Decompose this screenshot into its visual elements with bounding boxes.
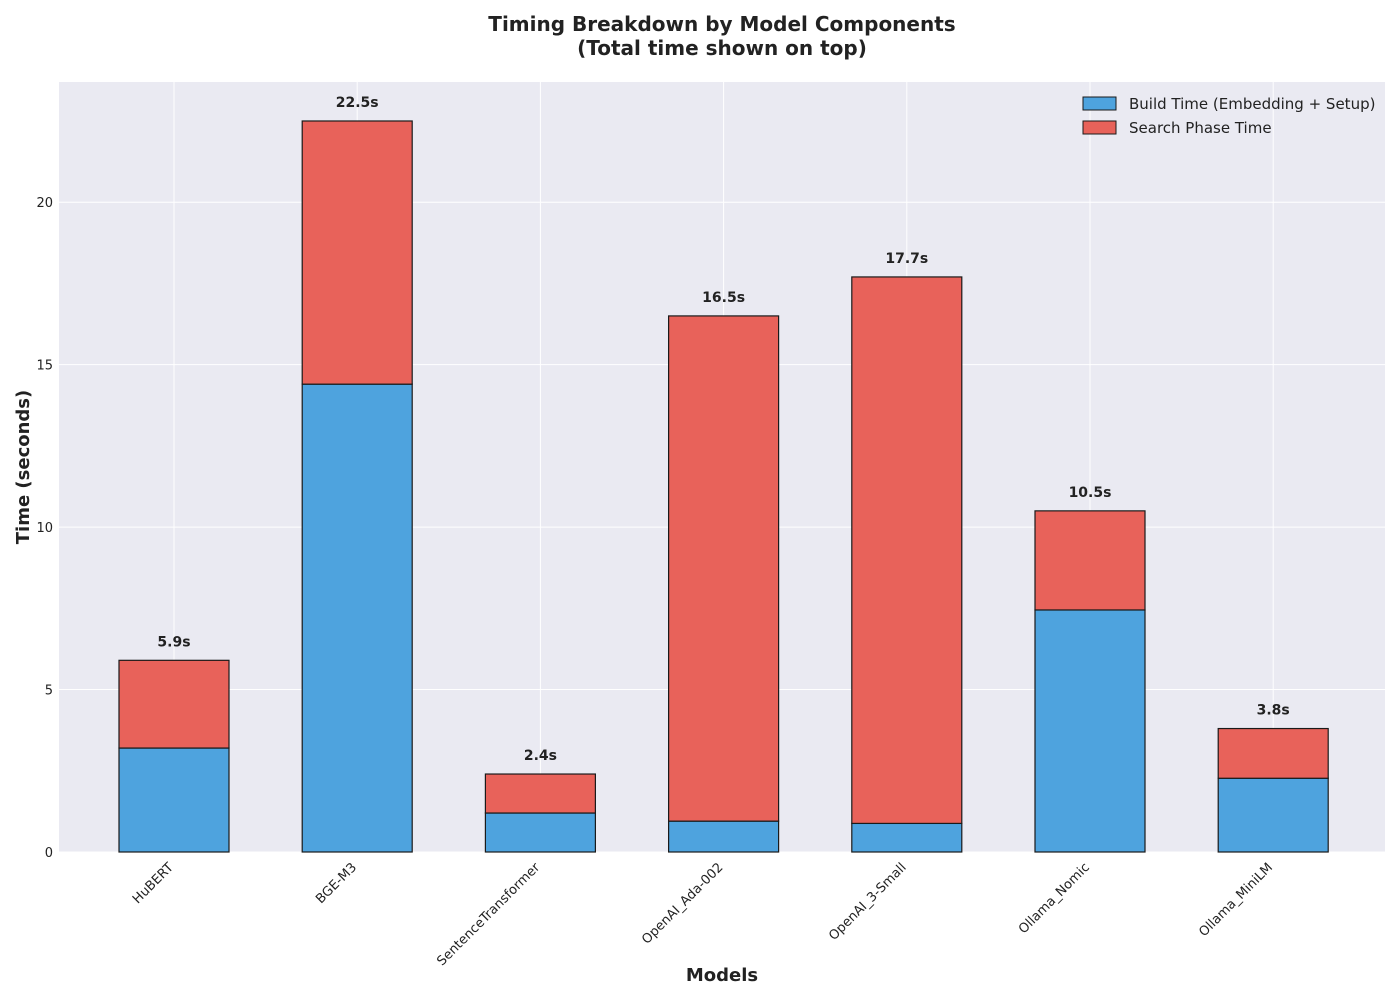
y-tick-label: 5 xyxy=(45,684,53,699)
chart-title-line2: (Total time shown on top) xyxy=(577,36,867,60)
total-label: 2.4s xyxy=(524,748,557,764)
y-tick-label: 10 xyxy=(36,521,53,536)
bar-build-time xyxy=(851,822,963,853)
total-label: 5.9s xyxy=(157,634,190,650)
x-tick-label: OpenAI_3-Small xyxy=(826,860,909,943)
total-label: 22.5s xyxy=(336,95,379,111)
bar-search-time xyxy=(118,659,230,749)
bar-search-time xyxy=(1217,727,1329,779)
y-tick-labels: 0 5 10 15 20 xyxy=(36,196,53,861)
x-tick-label: Ollama_Nomic xyxy=(1016,860,1093,937)
bar-build-time xyxy=(1034,609,1146,853)
y-tick-label: 20 xyxy=(36,196,53,211)
bar-build-time xyxy=(1217,777,1329,853)
bar-search-time xyxy=(301,120,413,385)
bar-search-time xyxy=(851,276,963,825)
x-tick-label: OpenAI_Ada-002 xyxy=(639,860,726,947)
total-label: 10.5s xyxy=(1069,485,1112,501)
bar-search-time xyxy=(1034,510,1146,611)
x-tick-label: HuBERT xyxy=(130,860,177,907)
legend-label-search: Search Phase Time xyxy=(1129,119,1272,137)
legend: Build Time (Embedding + Setup) Search Pha… xyxy=(1082,95,1375,137)
total-label: 17.7s xyxy=(885,251,928,267)
y-tick-label: 0 xyxy=(45,846,53,861)
x-tick-label: SentenceTransformer xyxy=(434,860,543,969)
legend-label-build: Build Time (Embedding + Setup) xyxy=(1129,95,1375,113)
bar-build-time xyxy=(484,812,596,853)
legend-swatch-build xyxy=(1082,96,1117,111)
chart-title-line1: Timing Breakdown by Model Components xyxy=(488,12,955,36)
bar-build-time xyxy=(118,747,230,853)
x-axis-label: Models xyxy=(686,965,758,986)
bar-search-time xyxy=(667,315,780,822)
bar-build-time xyxy=(667,820,780,853)
legend-swatch-search xyxy=(1082,120,1117,135)
total-labels: 5.9s 22.5s 2.4s 16.5s 17.7s 10.5s 3.8s xyxy=(157,95,1289,764)
x-tick-label: BGE-M3 xyxy=(313,860,360,907)
y-axis-label: Time (seconds) xyxy=(13,390,34,545)
bars xyxy=(118,120,1329,853)
total-label: 16.5s xyxy=(702,290,745,306)
y-tick-label: 15 xyxy=(36,359,53,374)
x-tick-labels: HuBERT BGE-M3 SentenceTransformer OpenAI_Ad… xyxy=(130,860,1276,969)
bar-build-time xyxy=(301,383,413,853)
total-label: 3.8s xyxy=(1257,703,1290,719)
x-tick-label: Ollama_MiniLM xyxy=(1196,860,1276,940)
bar-search-time xyxy=(484,773,596,814)
